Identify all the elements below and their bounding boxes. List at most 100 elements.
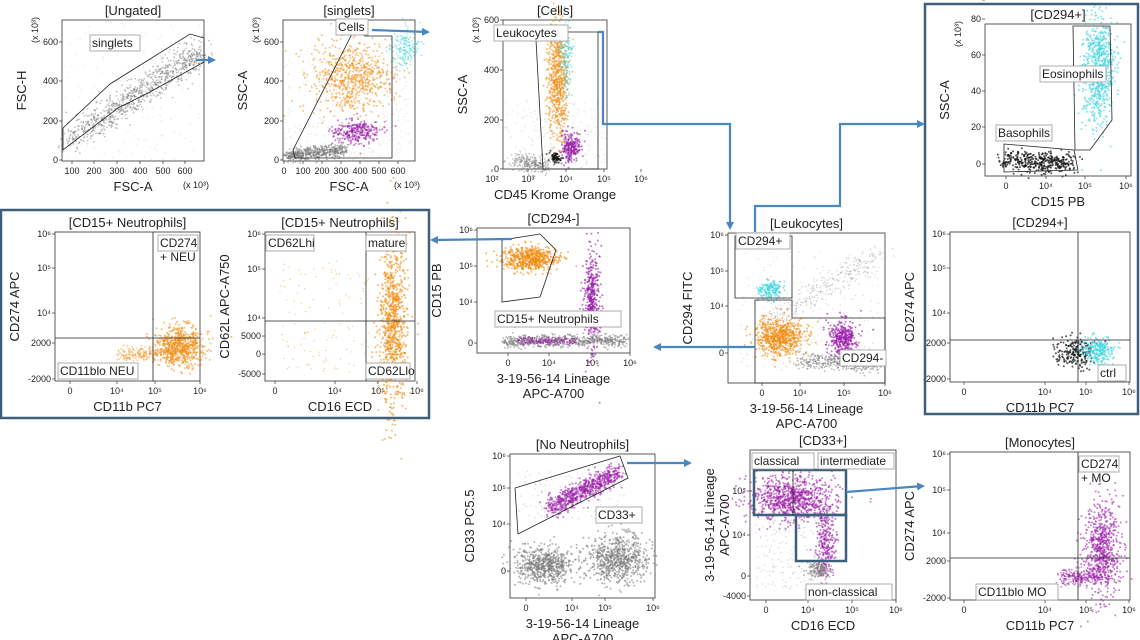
event-dot	[299, 143, 301, 145]
plot-title: [Cells]	[537, 3, 573, 18]
event-dot	[556, 69, 559, 72]
event-dot	[600, 148, 602, 151]
event-dot	[291, 153, 294, 156]
event-dot	[342, 109, 345, 112]
event-dot	[320, 61, 323, 64]
event-dot	[310, 155, 313, 158]
event-dot	[326, 90, 328, 93]
event-dot	[296, 148, 298, 150]
event-dot	[401, 37, 404, 40]
event-dot	[557, 161, 560, 164]
event-dot	[362, 107, 365, 110]
event-dot	[561, 134, 564, 137]
event-dot	[325, 77, 328, 80]
event-dot	[318, 51, 321, 54]
event-dot	[396, 104, 398, 106]
event-dot	[159, 115, 161, 117]
event-dot	[325, 71, 328, 74]
event-dot	[332, 54, 335, 57]
event-dot	[554, 16, 557, 19]
event-dot	[573, 103, 576, 105]
event-dot	[127, 87, 130, 90]
event-dot	[190, 53, 193, 55]
event-dot	[97, 114, 99, 116]
event-dot	[395, 69, 398, 72]
event-dot	[191, 44, 194, 47]
event-dot	[122, 94, 124, 97]
event-dot	[105, 21, 107, 23]
event-dot	[299, 148, 302, 151]
event-dot	[570, 150, 573, 153]
event-dot	[78, 141, 81, 144]
event-dot	[580, 145, 583, 148]
event-dot	[156, 149, 158, 151]
event-dot	[564, 140, 567, 143]
event-dot	[193, 54, 196, 56]
event-dot	[111, 104, 114, 107]
event-dot	[143, 155, 146, 158]
event-dot	[82, 131, 85, 134]
event-dot	[570, 134, 573, 137]
event-dot	[198, 24, 201, 27]
event-dot	[90, 92, 92, 94]
x-tick-label: 400	[132, 166, 147, 176]
event-dot	[95, 119, 98, 122]
event-dot	[157, 38, 160, 40]
event-dot	[351, 77, 354, 80]
event-dot	[344, 104, 347, 107]
event-dot	[318, 80, 321, 83]
event-dot	[393, 33, 396, 36]
event-dot	[164, 80, 166, 83]
event-dot	[176, 74, 179, 77]
gate-label: singlets	[92, 36, 133, 50]
event-dot	[193, 38, 196, 41]
event-dot	[360, 120, 363, 123]
event-dot	[319, 100, 322, 103]
event-dot	[190, 141, 193, 143]
event-dot	[171, 96, 174, 99]
event-dot	[563, 138, 566, 141]
event-dot	[559, 51, 562, 53]
event-dot	[152, 87, 155, 90]
event-dot	[200, 41, 202, 43]
event-dot	[106, 109, 108, 112]
event-dot	[96, 68, 99, 70]
event-dot	[348, 77, 350, 80]
event-dot	[387, 103, 390, 106]
event-dot	[160, 120, 162, 122]
event-dot	[149, 101, 152, 104]
event-dot	[291, 156, 294, 159]
event-dot	[335, 67, 338, 70]
event-dot	[596, 126, 598, 129]
event-dot	[165, 76, 167, 79]
event-dot	[563, 44, 566, 47]
event-dot	[560, 69, 562, 71]
event-dot	[602, 132, 604, 134]
event-dot	[382, 105, 385, 107]
event-dot	[91, 124, 94, 127]
event-dot	[356, 128, 359, 131]
event-dot	[298, 150, 301, 153]
event-dot	[562, 53, 565, 56]
event-dot	[198, 52, 201, 55]
event-dot	[1098, 8, 1101, 11]
event-dot	[88, 26, 90, 28]
event-dot	[149, 73, 152, 75]
event-dot	[334, 61, 337, 64]
event-dot	[408, 98, 411, 100]
event-dot	[321, 148, 323, 151]
event-dot	[356, 136, 359, 139]
event-dot	[516, 154, 518, 157]
event-dot	[302, 82, 305, 85]
event-dot	[553, 78, 556, 81]
event-dot	[307, 151, 310, 154]
event-dot	[1099, 6, 1101, 9]
event-dot	[367, 128, 370, 131]
x-tick-label: 600	[390, 166, 405, 176]
event-dot	[336, 137, 339, 140]
event-dot	[63, 65, 65, 67]
event-dot	[288, 148, 291, 150]
event-dot	[186, 60, 189, 62]
event-dot	[144, 33, 147, 35]
event-dot	[111, 100, 114, 103]
